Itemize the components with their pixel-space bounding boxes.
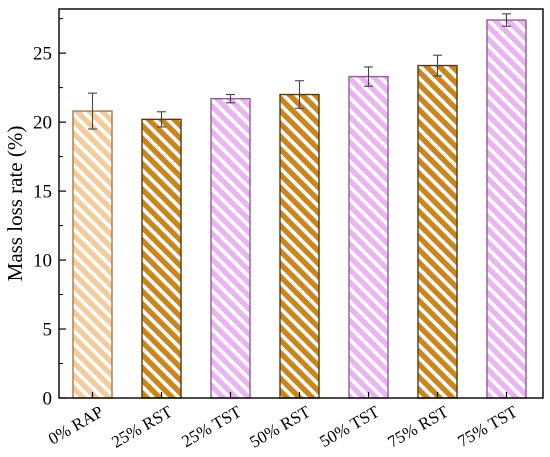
bar-25-rst: [141, 118, 182, 399]
error-bar-25-rst: [157, 111, 166, 128]
error-bars-group: [88, 13, 511, 130]
x-tick-label-50-rst: 50% RST: [246, 402, 314, 452]
error-bar-25-tst: [226, 93, 235, 104]
y-axis: 0 5 10 15 20 25: [33, 18, 66, 410]
x-tick-label-0-rap: 0% RAP: [45, 402, 106, 448]
y-tick-label-25: 25: [33, 44, 52, 65]
x-tick-label-25-tst: 25% TST: [178, 402, 245, 451]
x-axis: 0% RAP 25% RST 25% TST 50% RST 50% TST 75% RS…: [45, 392, 521, 452]
plot-frame: [58, 8, 544, 399]
x-tick-label-50-tst: 50% TST: [316, 402, 383, 451]
x-tick-label-75-tst: 75% TST: [454, 402, 521, 451]
x-tick-label-25-rst: 25% RST: [108, 402, 176, 452]
bar-0-rap: [72, 110, 113, 399]
y-tick-label-0: 0: [43, 389, 53, 410]
x-tick-label-75-rst: 75% RST: [384, 402, 452, 452]
y-tick-label-5: 5: [43, 320, 53, 341]
y-tick-label-15: 15: [33, 182, 52, 203]
y-tick-label-10: 10: [33, 251, 52, 272]
error-bar-75-tst: [502, 13, 511, 27]
bar-25-tst: [210, 97, 251, 399]
error-bar-50-tst: [364, 66, 373, 87]
error-bar-0-rap: [88, 92, 97, 130]
bar-50-rst: [279, 93, 320, 399]
bar-75-rst: [417, 64, 458, 399]
bar-75-tst: [486, 19, 527, 399]
bar-50-tst: [348, 75, 389, 399]
error-bar-50-rst: [295, 80, 304, 109]
y-axis-title: Mass loss rate (%): [3, 126, 27, 282]
bars-group: [72, 19, 527, 399]
y-tick-label-20: 20: [33, 113, 52, 134]
error-bar-75-rst: [433, 54, 442, 77]
